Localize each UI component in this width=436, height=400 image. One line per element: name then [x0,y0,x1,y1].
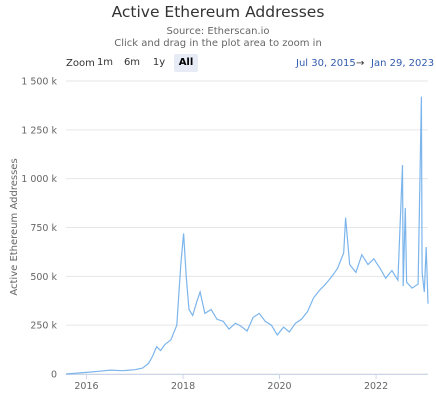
zoom-1m-button[interactable]: 1m [96,57,114,68]
y-axis-label: Active Ethereum Addresses [9,158,20,295]
range-to-input[interactable]: Jan 29, 2023 [371,58,435,69]
zoom-1y-button[interactable]: 1y [152,57,166,68]
zoom-label: Zoom [66,58,95,69]
y-axis: 0 250 k 500 k 750 k 1 000 k 1 250 k 1 500 k [21,77,57,381]
chart-subtitle-hint: Click and drag in the plot area to zoom … [114,38,322,49]
zoom-6m-button[interactable]: 6m [123,57,141,68]
x-tick-label: 2018 [171,381,195,392]
y-tick-label: 1 000 k [21,174,57,185]
zoom-all-button[interactable]: All [174,54,198,72]
x-tick-label: 2016 [74,381,98,392]
chart-subtitle-source: Source: Etherscan.io [166,26,270,37]
y-tick-label: 0 [51,370,57,381]
y-tick-label: 500 k [30,272,57,283]
range-from-input[interactable]: Jul 30, 2015 [296,58,356,69]
series-line-active-addresses [65,96,429,375]
y-tick-label: 250 k [30,321,57,332]
y-grid [66,80,428,375]
y-tick-label: 750 k [30,223,57,234]
chart-title: Active Ethereum Addresses [111,3,325,21]
range-arrow: → [356,58,365,69]
x-tick-label: 2020 [267,381,291,392]
y-tick-label: 1 500 k [21,77,57,88]
x-axis: 2016 2018 2020 2022 [66,374,428,392]
y-tick-label: 1 250 k [21,125,57,136]
x-tick-label: 2022 [364,381,388,392]
